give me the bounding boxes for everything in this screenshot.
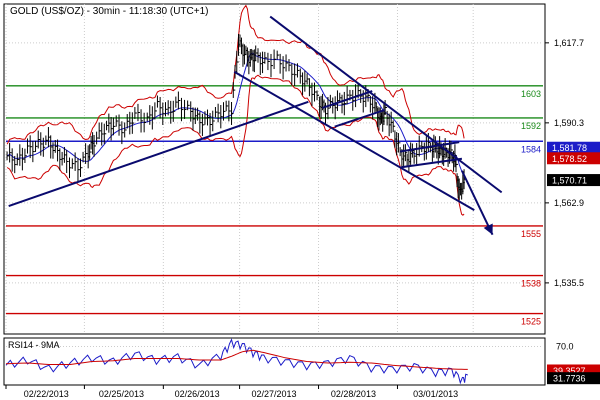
arrow-shaft [461,170,494,236]
rsi-tag-box [547,372,600,385]
x-tick-label: 02/26/2013 [175,389,220,399]
level-label: 1538 [521,279,541,289]
trendline [233,70,475,212]
rsi-tick-label: 70.0 [556,342,574,352]
x-tick-label: 02/27/2013 [251,389,296,399]
trendline [400,141,460,153]
x-tick-label: 02/25/2013 [99,389,144,399]
rsi-tag-label: 39.3527 [553,366,586,376]
x-tick-label: 02/22/2013 [24,389,69,399]
price-tag-box [547,174,600,187]
chart-title: GOLD (US$/OZ) - 30min - 11:18:30 (UTC+1) [10,6,208,17]
price-tag-box [547,141,600,154]
trendline [401,157,463,169]
price-bars [6,33,467,201]
trendline [334,109,385,128]
y-tick-label: 1,562.9 [554,198,584,208]
price-tag-label: 1,578.52 [552,154,587,164]
rsi-series-rsi14 [5,338,469,385]
level-label: 1555 [521,229,541,239]
x-tick-label: 02/28/2013 [331,389,376,399]
level-label: 1584 [521,144,541,154]
trendline [269,15,503,194]
price-tag-label: 1,581.78 [552,143,587,153]
y-tick-label: 1,535.5 [554,278,584,288]
grid-lines [5,4,543,334]
level-label: 1525 [521,317,541,327]
trendlines [8,15,503,212]
time-axis: 02/22/2013 02/25/2013 02/26/2013 02/27/2013… [5,385,458,399]
price-tags: 1,581.781,578.52 1,570.71 [547,141,600,187]
y-tick-label: 1,590.3 [554,118,584,128]
x-tick-label: 03/01/2013 [413,389,458,399]
forecast-arrow [461,170,494,236]
price-tag-label: 1,570.71 [552,176,587,186]
horizontal-levels: 1603 1592 1584 1555 1538 1525 [6,85,543,327]
level-label: 1603 [521,89,541,99]
price-axis: 1,617.7 1,590.3 1,562.9 1,535.5 [545,38,584,288]
price-tag-box [547,152,600,165]
y-tick-label: 1,617.7 [554,38,584,48]
arrow-head [483,223,493,235]
bollinger-upper [6,4,465,145]
rsi-title: RSI14 - 9MA [8,340,60,350]
bollinger-lower [6,74,465,216]
trendline [321,90,373,109]
rsi-tag-label: 31.7736 [553,374,586,384]
level-label: 1592 [521,121,541,131]
rsi-series-9ma [5,349,468,370]
trendline [8,100,309,208]
